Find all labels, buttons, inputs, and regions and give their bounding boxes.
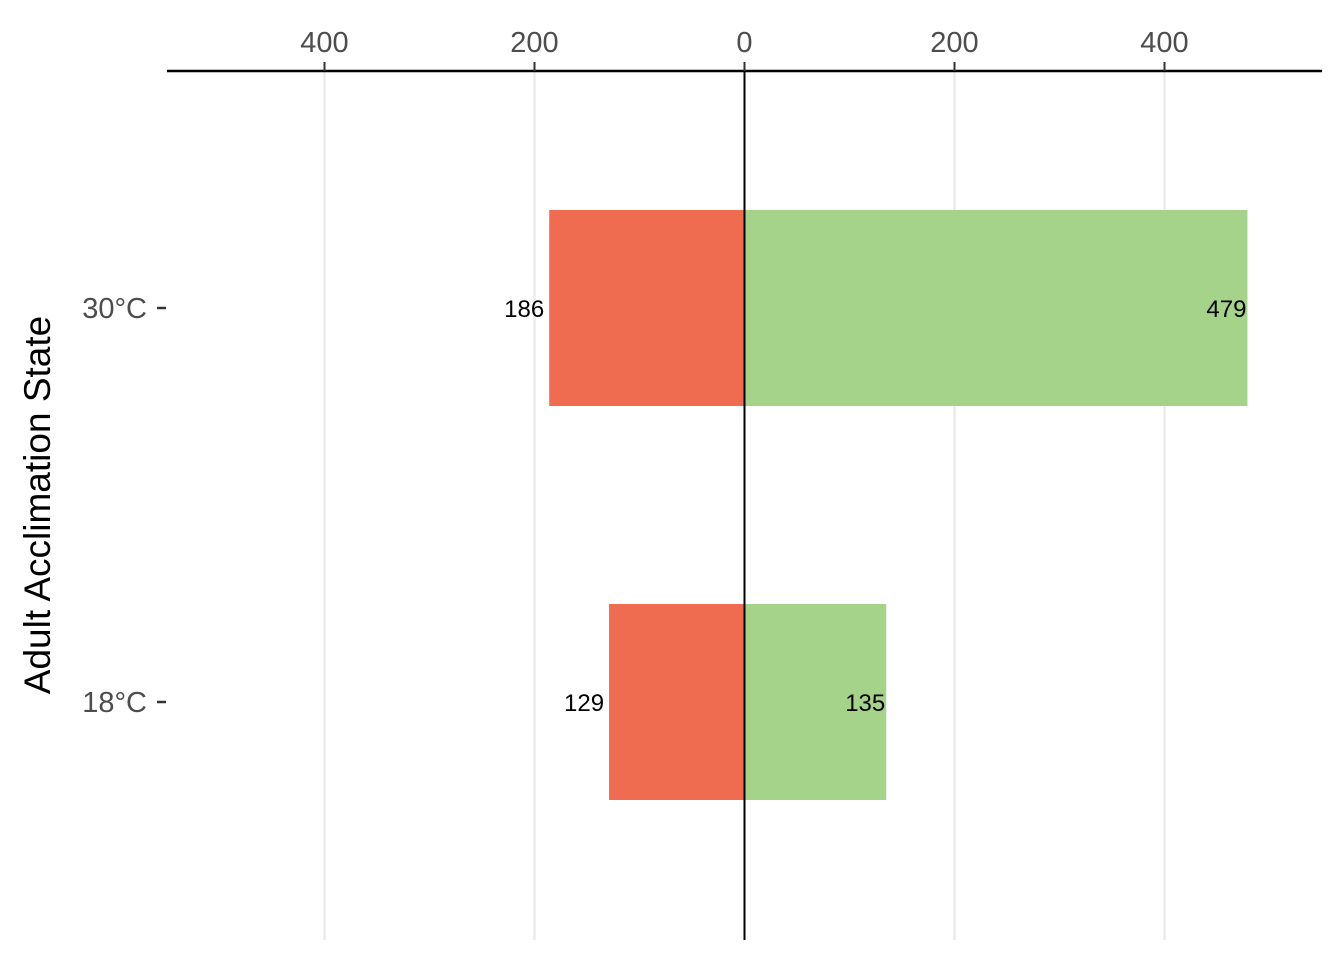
y-axis-title: Adult Acclimation State — [17, 316, 58, 694]
value-label-left-1: 129 — [564, 690, 604, 717]
x-tick-label-3: 200 — [930, 27, 978, 59]
bar-left-1 — [609, 604, 745, 800]
x-tick-label-4: 400 — [1140, 27, 1188, 59]
bar-right-1 — [744, 604, 887, 800]
bar-right-0 — [744, 210, 1248, 406]
value-label-right-1: 135 — [845, 690, 885, 717]
y-tick-label-0: 30°C — [82, 293, 147, 325]
bar-layer — [549, 210, 1248, 800]
value-label-right-0: 479 — [1206, 296, 1246, 323]
value-label-left-0: 186 — [504, 296, 544, 323]
axis-layer — [157, 62, 1322, 940]
bar-left-0 — [549, 210, 745, 406]
x-tick-label-1: 200 — [510, 27, 558, 59]
x-tick-label-0: 400 — [300, 27, 348, 59]
x-tick-label-2: 0 — [736, 27, 752, 59]
label-layer: 186 479 30°C 129 135 18°C 400 200 0 200 400 — [82, 27, 1246, 719]
y-tick-label-1: 18°C — [82, 687, 147, 719]
